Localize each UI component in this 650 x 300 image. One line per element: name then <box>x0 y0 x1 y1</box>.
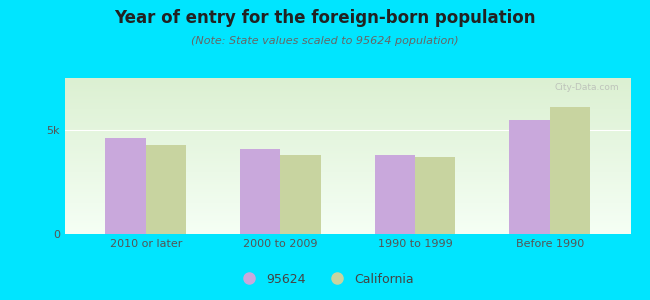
Text: (Note: State values scaled to 95624 population): (Note: State values scaled to 95624 popu… <box>191 36 459 46</box>
Text: City-Data.com: City-Data.com <box>554 83 619 92</box>
Bar <box>415 157 456 234</box>
Bar <box>105 138 146 234</box>
Bar <box>240 149 280 234</box>
Legend: 95624, California: 95624, California <box>231 268 419 291</box>
Bar <box>146 145 186 234</box>
Bar <box>280 155 321 234</box>
Bar <box>374 155 415 234</box>
Bar <box>550 107 590 234</box>
Bar <box>510 120 550 234</box>
Text: Year of entry for the foreign-born population: Year of entry for the foreign-born popul… <box>114 9 536 27</box>
